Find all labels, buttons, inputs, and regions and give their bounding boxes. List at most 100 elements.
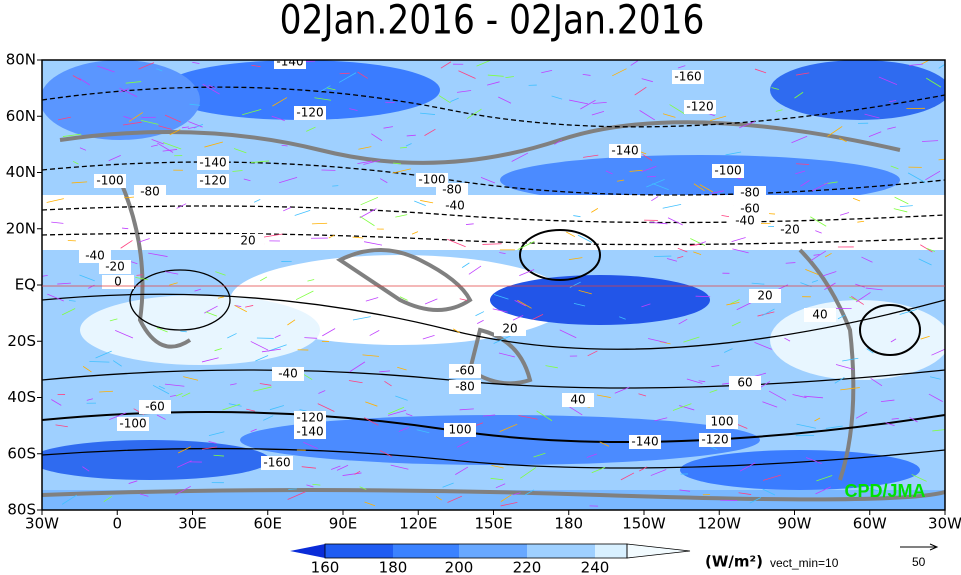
wind-vector	[175, 485, 191, 496]
contour-label-box	[272, 367, 304, 381]
wind-vector	[652, 183, 669, 191]
wind-vector	[476, 422, 484, 426]
wind-vector	[424, 128, 436, 136]
wind-vector	[348, 380, 363, 384]
wind-vector	[591, 208, 599, 213]
wind-vector	[205, 311, 218, 317]
wind-vector	[138, 238, 150, 243]
contour-label-text: -80	[140, 185, 160, 199]
wind-vector	[435, 496, 442, 501]
wind-vector	[568, 257, 583, 260]
wind-vector	[796, 423, 816, 429]
wind-vector	[336, 464, 349, 471]
wind-vector	[136, 274, 143, 276]
wind-vector	[176, 203, 187, 209]
wind-vector	[364, 501, 376, 507]
wind-vector	[499, 252, 506, 255]
contour-label-text: -100	[96, 174, 123, 188]
wind-vector	[177, 460, 192, 468]
lon-label: 90W	[778, 515, 812, 533]
wind-vector	[792, 394, 807, 399]
wind-vector	[569, 99, 589, 105]
contour-label: 0	[102, 275, 134, 289]
wind-vector	[339, 72, 350, 75]
wind-vector	[459, 408, 474, 411]
wind-vector	[857, 220, 865, 223]
wind-vector	[363, 159, 380, 165]
wind-vector	[243, 178, 251, 182]
wind-vector	[907, 172, 926, 183]
wind-vector	[498, 96, 512, 104]
lon-label: 120E	[399, 515, 437, 533]
contour-label: 60	[729, 376, 761, 390]
colorbar	[290, 543, 691, 559]
wind-vector	[364, 417, 379, 426]
wind-vector	[761, 308, 775, 317]
wind-vector	[641, 303, 651, 308]
contour-label-box	[294, 425, 326, 439]
wind-vector	[725, 151, 742, 156]
wind-vector	[57, 282, 71, 285]
contour-label-text: 40	[570, 393, 585, 407]
wind-vector	[762, 401, 778, 408]
wind-vector	[222, 403, 241, 411]
wind-vector	[405, 413, 413, 417]
lat-label: 40N	[6, 163, 36, 181]
wind-vector	[140, 119, 159, 125]
wind-vector	[839, 137, 847, 143]
contour-label-text: 20	[240, 234, 255, 248]
wind-vector	[861, 256, 873, 263]
contour-label-text: -140	[199, 156, 226, 170]
contour-label: -120	[294, 411, 326, 425]
wind-vector	[352, 236, 364, 239]
contour-label-box	[197, 156, 229, 170]
wind-vector	[926, 247, 936, 252]
contour-label-box	[94, 174, 126, 188]
contour-label: -80	[734, 186, 766, 200]
wind-vector	[815, 486, 831, 495]
wind-vector	[638, 393, 647, 397]
contour-label-box	[139, 400, 171, 414]
contour-label-box	[494, 322, 526, 336]
wind-vector	[245, 305, 254, 308]
wind-vector	[177, 446, 192, 454]
lon-label: 150E	[474, 515, 512, 533]
wind-vector	[654, 417, 668, 422]
contour-label-text: 20	[757, 289, 772, 303]
wind-vector	[689, 243, 700, 247]
contour-label: -140	[629, 435, 661, 449]
wind-vector	[519, 269, 535, 276]
wind-vector	[365, 297, 379, 302]
lat-label: 20S	[7, 332, 36, 350]
wind-vector	[880, 399, 895, 403]
wind-vector	[397, 366, 407, 371]
wind-vector	[202, 446, 218, 450]
wind-vector	[326, 87, 336, 91]
contour-label-text: 100	[711, 415, 734, 429]
wind-vector	[294, 210, 311, 216]
wind-vector	[399, 296, 408, 301]
wind-vector	[228, 403, 242, 407]
contour-label: -40	[439, 199, 471, 213]
wind-vector	[392, 168, 411, 174]
wind-vector	[686, 378, 703, 384]
lon-label: 120W	[698, 515, 742, 533]
wind-vector	[532, 314, 544, 320]
wind-vector	[156, 68, 163, 72]
wind-vector	[251, 64, 261, 68]
wind-vector	[122, 121, 142, 126]
wind-vector	[135, 276, 149, 281]
map-title: 02Jan.2016 - 02Jan.2016	[280, 0, 705, 43]
wind-vector	[440, 61, 452, 69]
contour-label-box	[672, 70, 704, 84]
wind-vector	[108, 155, 121, 162]
wind-vector	[420, 112, 436, 115]
wind-vector	[768, 390, 787, 401]
wind-vector	[642, 154, 653, 161]
wind-vector	[61, 494, 77, 505]
wind-vector	[208, 84, 216, 89]
lon-label: 60E	[253, 515, 282, 533]
wind-vector	[181, 126, 189, 129]
wind-vector	[89, 361, 110, 363]
contour-label-text: -160	[674, 70, 701, 84]
